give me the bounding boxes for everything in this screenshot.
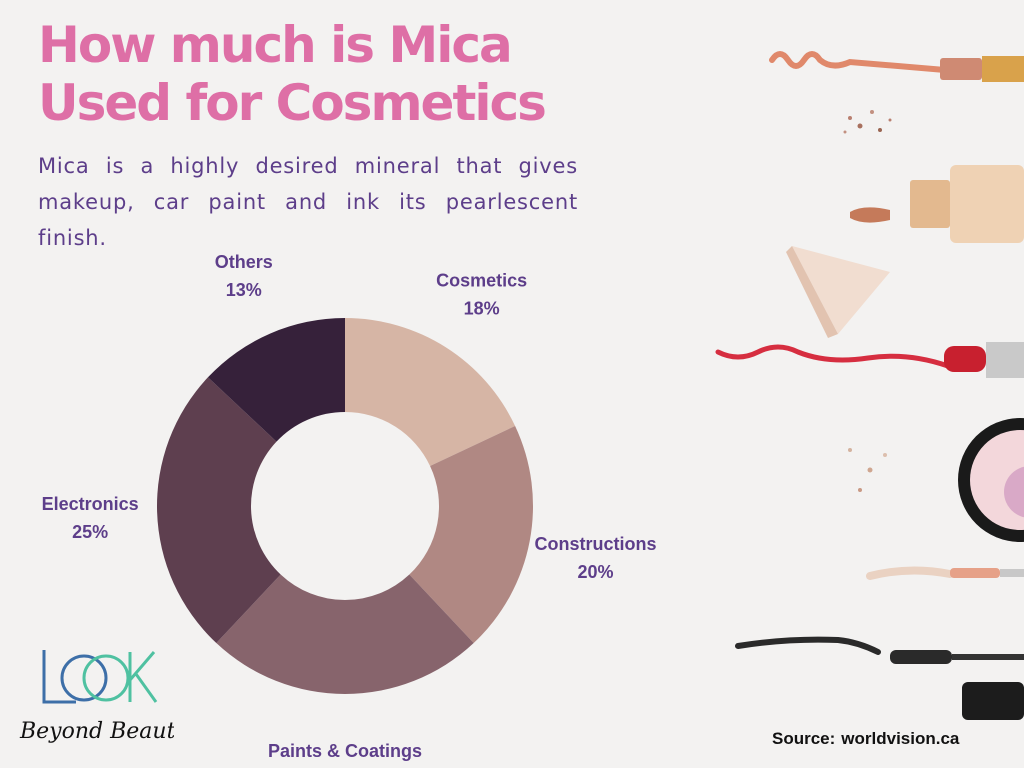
value-label: 20%	[577, 562, 613, 582]
lipstick-icon	[769, 51, 1024, 82]
mascara-icon	[735, 636, 1024, 720]
label-constructions: Constructions 20%	[534, 534, 656, 582]
slice-cosmetics	[345, 318, 516, 466]
foundation-bottle-icon	[850, 165, 1024, 243]
eyeliner-icon	[866, 566, 1024, 580]
value-label: 18%	[464, 299, 500, 319]
category-label: Others	[215, 252, 273, 272]
slice-constructions	[409, 425, 533, 644]
source-value: worldvision.ca	[841, 729, 960, 748]
slice-paints-and-coatings	[216, 574, 474, 695]
red-lipstick-icon	[715, 342, 1024, 378]
slice-electronics	[157, 377, 281, 644]
category-label: Electronics	[42, 494, 139, 514]
look-beyond-beauty-logo: Beyond Beauty	[19, 650, 174, 744]
value-label: 25%	[72, 522, 108, 542]
category-label: Cosmetics	[436, 271, 527, 291]
title-line-1: How much is Mica	[38, 16, 513, 74]
label-electronics: Electronics 25%	[42, 494, 139, 542]
source-note: Source: worldvision.ca	[772, 729, 959, 749]
slice-others	[207, 318, 345, 442]
cosmetics-decoration	[715, 51, 1024, 720]
label-others: Others 13%	[215, 252, 273, 300]
loose-powder-icon	[848, 448, 887, 492]
label-paints-and-coatings: Paints & Coatings24%	[268, 741, 422, 768]
makeup-sponge-icon	[786, 246, 890, 338]
title-line-2: Used for Cosmetics	[38, 74, 547, 132]
logo-tagline: Beyond Beauty	[19, 719, 174, 744]
category-label: Constructions	[534, 534, 656, 554]
value-label: 13%	[226, 280, 262, 300]
eyeshadow-compact-icon	[958, 418, 1024, 542]
label-cosmetics: Cosmetics 18%	[436, 271, 527, 319]
look-logo-mark	[42, 650, 158, 704]
blush-powder-icon	[843, 110, 892, 134]
donut-chart: Cosmetics 18% Constructions 20% Paints & Coa…	[42, 252, 657, 768]
page-title: How much is Mica Used for Cosmetics	[38, 16, 547, 132]
source-label: Source:	[772, 729, 836, 748]
subtitle: Mica is a highly desired mineral that gi…	[38, 154, 578, 250]
category-label: Paints & Coatings	[268, 741, 422, 761]
